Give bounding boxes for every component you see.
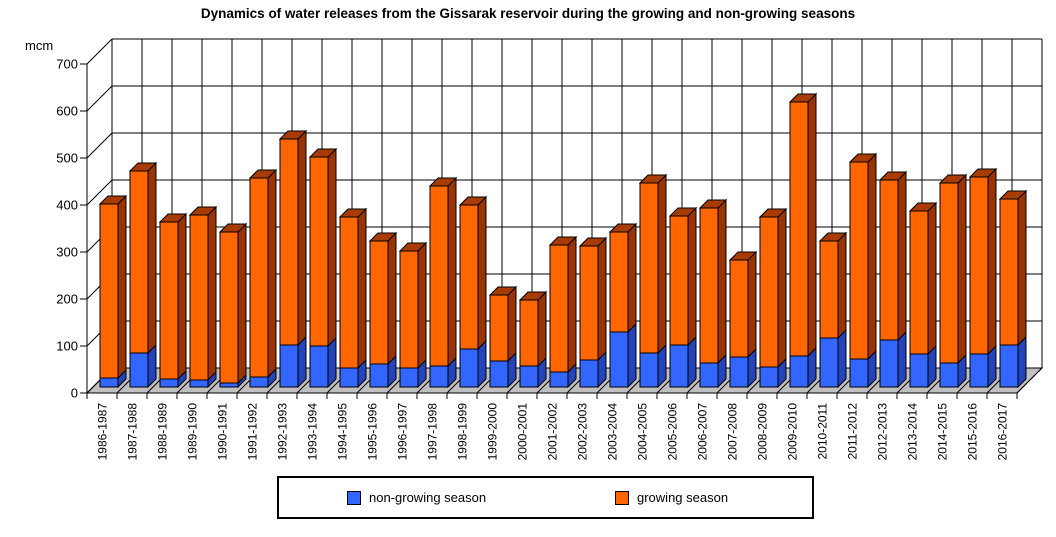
legend: non-growing season growing season [277,476,814,519]
x-tick-label-2008-2009: 2008-2009 [756,403,770,461]
y-tick-label-500: 500 [56,151,78,166]
chart-title: Dynamics of water releases from the Giss… [200,6,856,21]
y-axis-unit-label: mcm [25,38,54,53]
bar-2015-2016 [968,167,998,389]
x-tick-label-2016-2017: 2016-2017 [996,403,1010,461]
bar-2014-2015 [938,173,968,389]
bar-2004-2005 [638,173,668,389]
y-tick-label-300: 300 [56,245,78,260]
legend-swatch-growing-icon [615,490,629,505]
x-tick-label-2011-2012: 2011-2012 [846,403,860,460]
bar-2011-2012 [848,152,878,389]
legend-swatch-non-growing-icon [347,490,361,505]
x-tick-label-1999-2000: 1999-2000 [486,403,500,461]
bar-1987-1988 [128,161,158,389]
bar-2013-2014 [908,201,938,389]
x-tick-label-1986-1987: 1986-1987 [96,403,110,461]
y-tick-label-700: 700 [56,57,78,72]
x-tick-label-1993-1994: 1993-1994 [306,403,320,461]
x-tick-label-2005-2006: 2005-2006 [666,403,680,461]
x-tick-label-1994-1995: 1994-1995 [336,403,350,461]
bar-1994-1995 [338,207,368,389]
legend-item-non-growing: non-growing season [347,478,486,517]
x-tick-label-1997-1998: 1997-1998 [426,403,440,461]
x-axis-ticks [86,393,1018,399]
x-tick-label-2004-2005: 2004-2005 [636,403,650,461]
x-tick-label-2003-2004: 2003-2004 [606,403,620,461]
x-tick-label-1996-1997: 1996-1997 [396,403,410,461]
bar-1996-1997 [398,241,428,389]
y-axis [80,38,113,394]
bar-1989-1990 [188,205,218,389]
y-axis-labels: 0 100 200 300 400 500 600 700 [56,57,78,401]
x-tick-label-1995-1996: 1995-1996 [366,403,380,461]
bar-2003-2004 [608,222,638,389]
x-tick-label-2010-2011: 2010-2011 [816,403,830,460]
bar-1991-1992 [248,168,278,389]
y-tick-label-600: 600 [56,104,78,119]
x-tick-label-2007-2008: 2007-2008 [726,403,740,461]
bar-2008-2009 [758,207,788,389]
x-tick-label-1990-1991: 1990-1991 [216,403,230,461]
x-tick-label-2002-2003: 2002-2003 [576,403,590,461]
x-tick-label-1992-1993: 1992-1993 [276,403,290,461]
bar-2005-2006 [668,206,698,389]
x-tick-label-1989-1990: 1989-1990 [186,403,200,461]
x-tick-label-2012-2013: 2012-2013 [876,403,890,461]
bar-1993-1994 [308,147,338,389]
bar-1988-1989 [158,212,188,389]
x-tick-label-2013-2014: 2013-2014 [906,403,920,461]
bar-1998-1999 [458,195,488,389]
x-tick-label-2000-2001: 2000-2001 [516,403,530,461]
bar-2016-2017 [998,189,1028,389]
bars-group [98,92,1028,389]
x-axis-labels: 1986-1987 1987-1988 1988-1989 1989-1990 1990… [96,403,1010,461]
bar-1986-1987 [98,194,128,389]
bar-1995-1996 [368,231,398,389]
bar-2009-2010 [788,92,818,389]
bar-2007-2008 [728,250,758,389]
x-tick-label-1998-1999: 1998-1999 [456,403,470,461]
y-tick-label-200: 200 [56,292,78,307]
bar-2000-2001 [518,290,548,389]
x-tick-label-2009-2010: 2009-2010 [786,403,800,461]
bar-1992-1993 [278,129,308,389]
bar-2001-2002 [548,235,578,389]
bar-2002-2003 [578,236,608,389]
x-tick-label-1991-1992: 1991-1992 [246,403,260,461]
x-tick-label-2001-2002: 2001-2002 [546,403,560,461]
y-tick-label-400: 400 [56,198,78,213]
x-tick-label-2015-2016: 2015-2016 [966,403,980,461]
bar-1997-1998 [428,176,458,389]
bar-2012-2013 [878,170,908,389]
bar-1990-1991 [218,222,248,389]
y-tick-label-100: 100 [56,339,78,354]
bar-2010-2011 [818,231,848,389]
x-tick-label-1987-1988: 1987-1988 [126,403,140,461]
x-tick-label-2006-2007: 2006-2007 [696,403,710,461]
y-tick-label-0: 0 [71,386,78,401]
legend-item-growing: growing season [615,478,728,517]
bar-1999-2000 [488,285,518,389]
bar-2006-2007 [698,198,728,389]
legend-label-growing: growing season [637,490,729,505]
x-tick-label-2014-2015: 2014-2015 [936,403,950,461]
legend-label-non-growing: non-growing season [369,490,487,505]
x-tick-label-1988-1989: 1988-1989 [156,403,170,461]
